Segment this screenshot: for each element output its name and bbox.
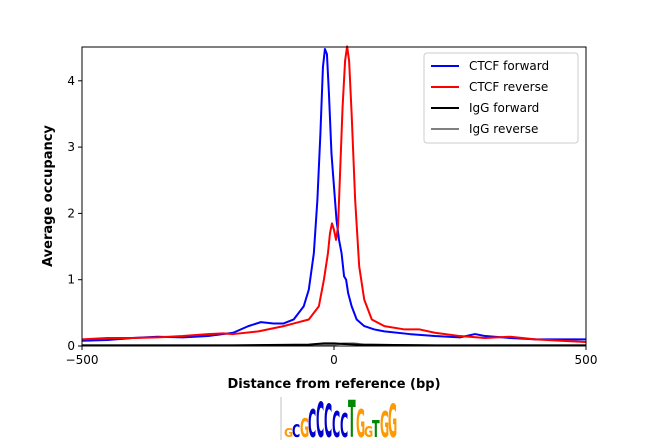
y-tick-label: 3 — [67, 140, 75, 154]
x-tick-label: 500 — [575, 353, 598, 367]
y-tick-label: 1 — [67, 273, 75, 287]
x-tick-label: −500 — [66, 353, 99, 367]
legend-entry: IgG forward — [469, 101, 539, 115]
series-line-igg-forward — [82, 342, 586, 346]
motif-letter: C — [316, 393, 324, 442]
x-tick-label: 0 — [330, 353, 338, 367]
motif-letter: G — [380, 405, 389, 442]
motif-letter: T — [372, 417, 380, 442]
motif-letter: G — [388, 394, 397, 442]
motif-letter: C — [324, 394, 332, 442]
motif-letter: C — [308, 402, 316, 442]
series-line-ctcf-forward — [82, 47, 586, 342]
x-axis-label: Distance from reference (bp) — [227, 377, 440, 392]
motif-letter: T — [348, 390, 356, 442]
motif-letter: G — [364, 424, 373, 441]
y-tick-label: 4 — [67, 74, 75, 88]
series-line-ctcf-reverse — [82, 45, 586, 344]
legend-entry: CTCF forward — [469, 59, 549, 73]
series-lines — [82, 45, 586, 346]
motif-letter: C — [292, 420, 300, 442]
legend-entry: CTCF reverse — [469, 80, 548, 94]
motif-letter: C — [332, 405, 340, 442]
y-axis-label: Average occupancy — [41, 125, 56, 267]
legend-entry: IgG reverse — [469, 122, 538, 136]
legend: CTCF forward CTCF reverse IgG forward IgG r… — [423, 52, 579, 144]
y-tick-label: 0 — [67, 339, 75, 353]
x-axis-ticks: −500 0 500 — [66, 346, 598, 367]
motif-letter: G — [356, 402, 365, 442]
motif-letter: C — [340, 406, 348, 442]
motif-letter: G — [284, 425, 293, 440]
y-axis-ticks: 0 1 2 3 4 — [67, 74, 82, 353]
y-tick-label: 2 — [67, 206, 75, 220]
motif-logo: GC GC C C C C T GGT GG — [280, 390, 397, 442]
motif-letter: G — [300, 414, 309, 442]
legend-frame — [423, 52, 579, 144]
